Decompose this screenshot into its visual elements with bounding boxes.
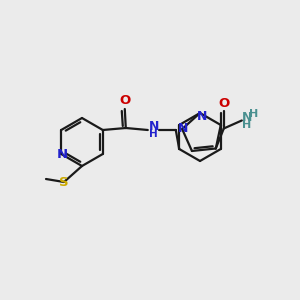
Text: N: N [242,111,252,124]
Text: N: N [57,148,68,160]
Text: H: H [149,129,158,139]
Text: H: H [249,110,258,119]
Text: O: O [218,97,230,110]
Text: H: H [242,121,251,130]
Text: N: N [178,122,188,135]
Text: N: N [148,121,159,134]
Text: N: N [197,110,207,122]
Text: S: S [59,176,69,188]
Text: O: O [119,94,130,107]
